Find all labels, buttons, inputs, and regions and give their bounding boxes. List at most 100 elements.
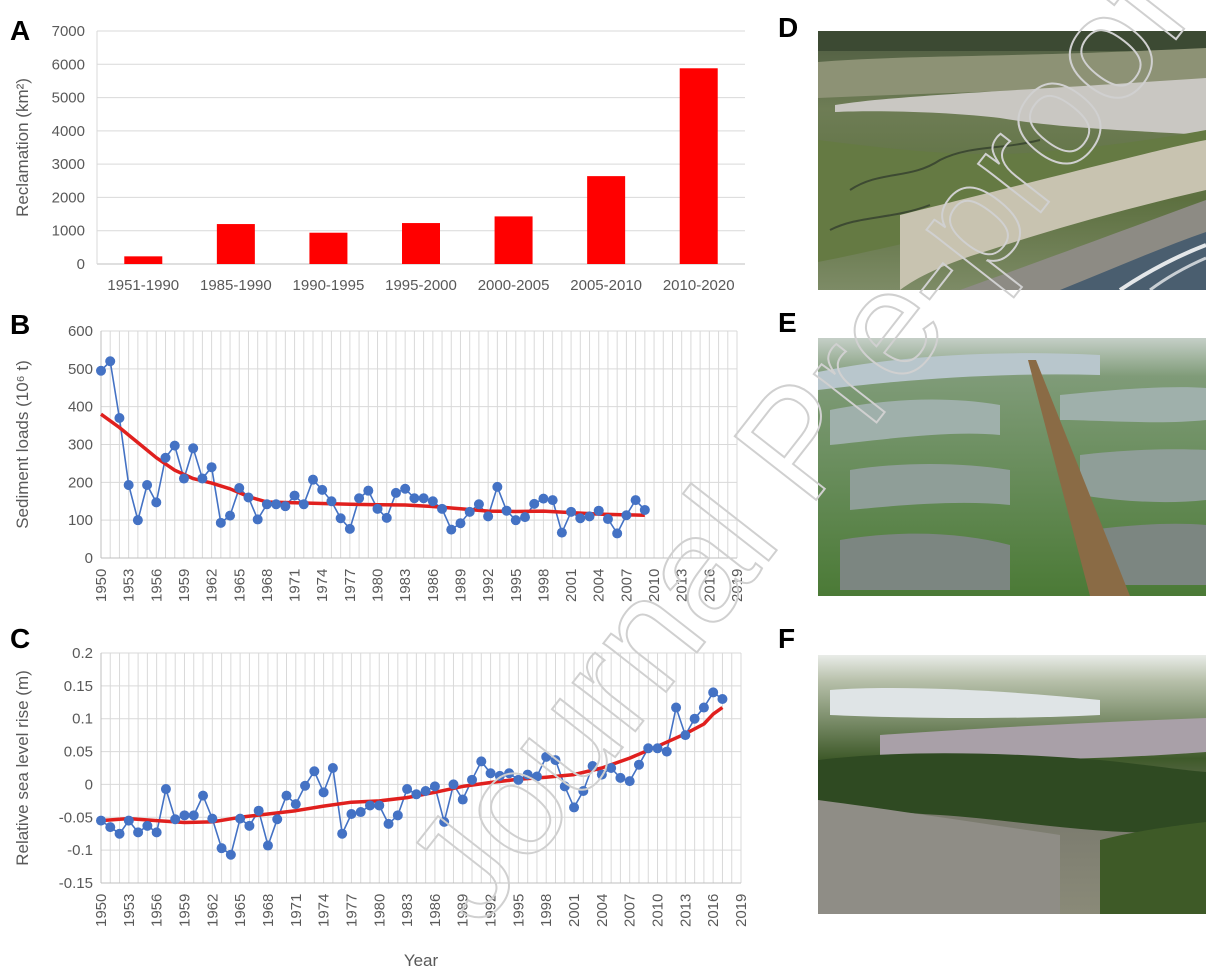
x-tick-label: 2007 xyxy=(618,569,635,602)
trend-line xyxy=(99,412,645,517)
data-point xyxy=(559,781,570,792)
data-point xyxy=(354,493,365,504)
data-point xyxy=(142,820,153,831)
data-point xyxy=(253,805,264,816)
x-tick-label: 1980 xyxy=(370,569,387,602)
data-point xyxy=(207,813,218,824)
bar xyxy=(494,216,533,264)
x-tick-label: 2004 xyxy=(591,569,608,602)
data-point xyxy=(596,769,607,780)
data-point xyxy=(244,820,255,831)
data-point xyxy=(317,484,328,495)
x-tick-label: 1989 xyxy=(452,569,469,602)
data-point xyxy=(197,473,208,484)
data-point xyxy=(261,499,272,510)
data-point xyxy=(584,511,595,522)
y-tick-label: 100 xyxy=(68,512,93,529)
data-point xyxy=(575,513,586,524)
data-point xyxy=(439,816,450,827)
data-point xyxy=(420,786,431,796)
data-point xyxy=(225,510,236,521)
data-point xyxy=(556,527,567,538)
data-point xyxy=(621,510,632,521)
data-point xyxy=(467,774,478,785)
x-tick-label: 2019 xyxy=(733,894,750,927)
data-point xyxy=(547,495,558,506)
data-point xyxy=(337,828,348,839)
y-tick-label: 0.2 xyxy=(72,645,93,662)
bar xyxy=(124,256,163,264)
x-tick-label: 2001 xyxy=(563,569,580,602)
x-tick-label: 1962 xyxy=(204,894,221,927)
data-point xyxy=(602,514,613,525)
y-tick-label: 200 xyxy=(68,474,93,491)
x-tick-label: 1995 xyxy=(508,569,525,602)
x-axis-label: Year xyxy=(404,951,439,970)
data-point xyxy=(355,807,366,818)
data-point xyxy=(335,513,346,524)
x-tick-label: 1974 xyxy=(314,569,331,602)
data-point xyxy=(289,490,300,501)
data-point xyxy=(105,822,116,833)
x-tick-label: 1995-2000 xyxy=(385,277,457,294)
data-point xyxy=(372,503,383,514)
x-tick-label: 2019 xyxy=(729,569,746,602)
data-point xyxy=(578,786,589,796)
x-tick-label: 2010 xyxy=(650,894,667,927)
x-tick-label: 1950 xyxy=(93,894,110,927)
x-tick-label: 1990-1995 xyxy=(293,277,365,294)
data-point xyxy=(708,687,719,698)
photo-d-coastal-marsh xyxy=(818,31,1206,292)
data-point xyxy=(612,528,623,539)
data-point xyxy=(123,815,134,826)
panel-letter-f: F xyxy=(778,623,795,654)
data-point xyxy=(160,784,171,795)
data-point xyxy=(327,763,338,773)
x-tick-label: 1992 xyxy=(483,894,500,927)
data-point xyxy=(151,497,162,508)
data-point xyxy=(630,495,641,506)
data-point xyxy=(309,766,320,777)
x-tick-label: 1980 xyxy=(371,894,388,927)
photo-f-ghost-forest xyxy=(818,655,1206,914)
x-tick-label: 1951-1990 xyxy=(107,277,179,294)
x-tick-label: 1965 xyxy=(232,894,249,927)
x-tick-label: 1995 xyxy=(510,894,527,927)
y-tick-label: 0.05 xyxy=(64,744,93,761)
x-tick-label: 1968 xyxy=(259,569,276,602)
data-point xyxy=(114,828,125,839)
panel-letter-e: E xyxy=(778,307,797,338)
data-point xyxy=(105,356,116,367)
data-point xyxy=(381,512,392,523)
data-point xyxy=(615,772,626,783)
data-point xyxy=(96,815,106,826)
y-tick-label: 0.1 xyxy=(72,711,93,728)
data-point xyxy=(234,483,245,494)
data-point xyxy=(717,694,728,704)
bar xyxy=(587,176,626,264)
data-point xyxy=(485,768,496,779)
x-tick-label: 1977 xyxy=(343,894,360,927)
data-point xyxy=(142,479,153,490)
data-point xyxy=(225,849,236,860)
x-tick-label: 1985-1990 xyxy=(200,277,272,294)
chart-b-sediment-loads: 0 100 200 300 400 500 600 1950 1953 1956 1959 1962 1… xyxy=(13,323,746,602)
data-point xyxy=(409,493,420,504)
data-point xyxy=(483,511,494,522)
data-point xyxy=(538,493,549,504)
data-point xyxy=(550,755,561,766)
x-tick-label: 2007 xyxy=(622,894,639,927)
panel-letter-a: A xyxy=(10,15,30,46)
data-point xyxy=(243,492,254,503)
data-point xyxy=(298,499,309,510)
y-tick-label: 6000 xyxy=(52,56,85,73)
x-tick-label: 1953 xyxy=(121,894,138,927)
data-point xyxy=(178,473,189,484)
y-axis-label: Reclamation (km²) xyxy=(13,78,32,217)
data-point xyxy=(569,802,580,813)
y-tick-label: 7000 xyxy=(52,23,85,40)
y-tick-label: 3000 xyxy=(52,156,85,173)
data-point xyxy=(520,512,530,523)
data-point xyxy=(151,827,162,838)
y-axis-label: Relative sea level rise (m) xyxy=(13,670,32,866)
